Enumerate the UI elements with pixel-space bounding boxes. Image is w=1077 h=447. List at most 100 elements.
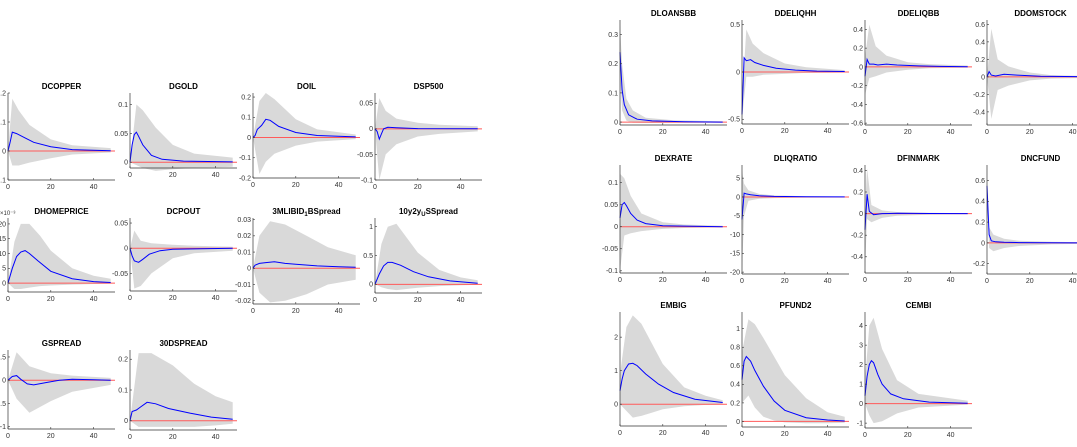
y-tick-label: 0 (859, 401, 863, 408)
irf-line (741, 192, 845, 220)
y-tick-label: -1 (0, 424, 6, 431)
x-tick-label: 0 (618, 430, 622, 437)
x-tick-label: 20 (292, 308, 300, 315)
y-tick-label: 0.05 (604, 202, 618, 209)
panel-title: 3MLIBID1BSpread (272, 207, 340, 218)
confidence-band (130, 230, 233, 289)
y-tick-label: -0.1 (0, 177, 6, 184)
x-tick-label: 20 (47, 296, 55, 303)
y-tick-label: 0.03 (237, 217, 251, 224)
y-tick-label: 0 (859, 64, 863, 71)
y-tick-label: 0 (614, 224, 618, 231)
y-tick-label: 0.2 (853, 189, 863, 196)
y-tick-label: 0 (736, 194, 740, 201)
y-tick-label: 0.5 (730, 22, 740, 29)
y-tick-label: 0 (614, 402, 618, 409)
x-tick-label: 40 (702, 277, 710, 284)
y-tick-label: 1 (614, 368, 618, 375)
x-tick-label: 40 (335, 308, 343, 315)
panel-title: DOIL (297, 82, 316, 91)
confidence-band (8, 98, 111, 166)
y-tick-label: 0 (124, 418, 128, 425)
x-tick-label: 40 (1069, 278, 1077, 285)
irf-panel: -0.05 0 0.05 0 20 40 DCPOUT (112, 207, 237, 302)
y-tick-label: -0.5 (0, 401, 6, 408)
y-tick-label: 0.4 (975, 39, 985, 46)
x-tick-label: 40 (947, 129, 955, 136)
y-tick-label: -20 (730, 270, 740, 277)
x-tick-label: 40 (90, 296, 98, 303)
x-tick-label: 0 (128, 295, 132, 302)
irf-line (864, 359, 968, 404)
x-tick-label: 20 (781, 128, 789, 135)
y-tick-label: 4 (859, 323, 863, 330)
y-tick-label: -0.4 (973, 109, 985, 116)
y-tick-label: 0.2 (0, 90, 6, 97)
x-tick-label: 40 (947, 277, 955, 284)
y-tick-label: 0.4 (853, 168, 863, 175)
y-tick-label: 0.6 (730, 363, 740, 370)
x-tick-label: 40 (824, 431, 832, 438)
y-tick-label: 0.1 (608, 180, 618, 187)
y-tick-label: 0.3 (608, 32, 618, 39)
y-tick-label: 0 (736, 69, 740, 76)
y-tick-label: -0.01 (235, 282, 251, 289)
y-tick-label: 0.6 (975, 178, 985, 185)
x-tick-label: 0 (128, 434, 132, 441)
y-tick-label: -0.2 (851, 233, 863, 240)
x-tick-label: 20 (292, 182, 300, 189)
panel-title: DLIQRATIO (774, 154, 817, 163)
x-tick-label: 0 (6, 296, 10, 303)
y-tick-label: -0.2 (973, 92, 985, 99)
y-tick-label: 0 (247, 135, 251, 142)
x-tick-label: 20 (414, 184, 422, 191)
irf-panel: -0.02 -0.01 0 0.01 0.02 0.03 0 20 40 3MLIBID1BSpr… (235, 207, 360, 315)
confidence-band (865, 24, 968, 96)
x-tick-label: 20 (781, 278, 789, 285)
confidence-band (620, 173, 723, 271)
confidence-band (8, 352, 111, 413)
y-tick-label: 0.05 (114, 131, 128, 138)
x-tick-label: 40 (947, 432, 955, 439)
y-tick-label: 0.05 (114, 220, 128, 227)
irf-panel: 0 0.1 0.2 0 20 40 30DSPREAD (118, 339, 237, 441)
panel-title: 30DSPREAD (159, 339, 207, 348)
x-tick-label: 0 (6, 184, 10, 191)
y-tick-label: 0 (736, 419, 740, 426)
y-tick-label: -0.4 (851, 254, 863, 261)
y-tick-label: -0.05 (602, 246, 618, 253)
y-tick-label: 0.05 (359, 101, 373, 108)
confidence-band (8, 223, 111, 289)
panel-title: 10y2yUSSpread (399, 207, 458, 218)
x-tick-label: 20 (1026, 278, 1034, 285)
confidence-band (130, 353, 233, 427)
irf-line (129, 401, 233, 421)
confidence-band (742, 170, 845, 273)
x-tick-label: 0 (373, 184, 377, 191)
y-tick-label: 0.8 (730, 345, 740, 352)
y-tick-label: 0 (369, 126, 373, 133)
x-tick-label: 0 (985, 129, 989, 136)
y-tick-label: 0 (614, 119, 618, 126)
confidence-band (742, 29, 845, 120)
x-tick-label: 40 (702, 129, 710, 136)
y-tick-label: 0.5 (363, 253, 373, 260)
panel-title: DGOLD (169, 82, 198, 91)
x-tick-label: 40 (90, 433, 98, 440)
y-tick-label: -0.5 (728, 117, 740, 124)
y-tick-label: 0.5 (0, 354, 6, 361)
y-tick-label: 0.1 (118, 387, 128, 394)
irf-line (374, 126, 478, 141)
y-tick-label: 0.1 (0, 119, 6, 126)
confidence-band (620, 25, 723, 123)
y-tick-label: 20 (0, 221, 6, 228)
panel-title: DDELIQHH (775, 9, 817, 18)
y-tick-label: -0.2 (851, 83, 863, 90)
irf-line (619, 362, 723, 403)
y-tick-label: 1 (736, 326, 740, 333)
x-tick-label: 0 (373, 297, 377, 304)
y-tick-label: 0.01 (237, 249, 251, 256)
